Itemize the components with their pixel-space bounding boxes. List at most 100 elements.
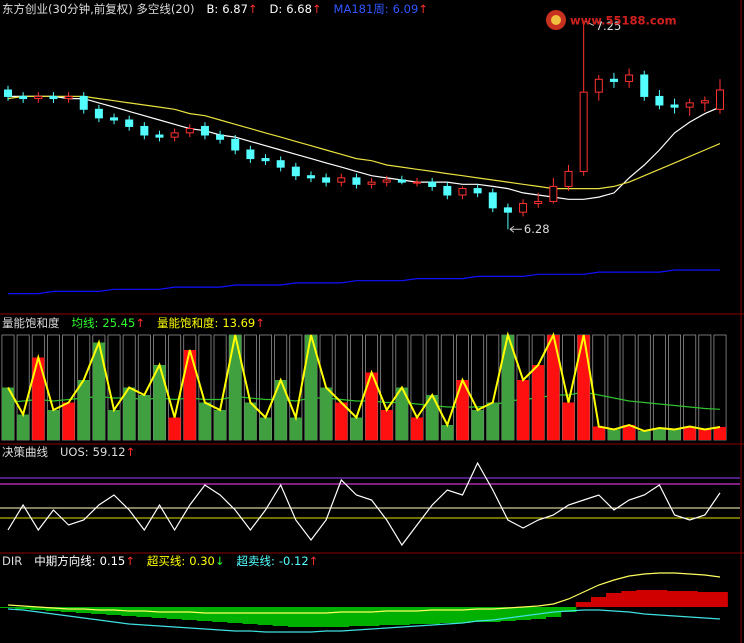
bar [590,597,607,607]
bar [606,593,622,607]
bar [92,342,105,440]
line [8,269,720,295]
candle-body [276,160,285,168]
bar [696,592,713,607]
legend-arrow: ↑ [255,316,265,330]
legend-arrow: ↑ [135,316,145,330]
line [7,95,721,190]
bar [123,387,136,440]
panel-header: 量能饱和度 均线: 25.45↑ 量能饱和度: 13.69↑ [2,316,265,330]
bar [17,414,30,440]
bar [214,410,227,440]
legend-label: MA181周: [334,2,389,16]
panel-title: 决策曲线 [2,445,48,459]
bar [439,607,456,623]
line [7,608,721,633]
candle-body [458,188,467,196]
bar [272,607,289,626]
bar [410,417,424,440]
bar [62,402,75,440]
bar [183,350,196,440]
bar [242,607,259,624]
line [7,572,721,614]
bar [348,607,365,626]
bar [181,607,198,620]
bar [227,607,244,623]
bar [244,402,257,440]
panel-title: 量能饱和度 [2,316,60,330]
bar [1,387,15,440]
candle-body [352,177,361,185]
bar [259,417,272,440]
bar [198,402,212,440]
candle-body [4,89,12,97]
bar [575,602,592,607]
bar [515,607,531,620]
bar [320,387,333,440]
bar [153,365,166,440]
candle-body [488,192,497,209]
bar [698,429,711,440]
bar [469,607,486,622]
bar [426,395,439,440]
bar [471,410,484,440]
legend-arrow: ↑ [125,554,135,568]
watermark: www.55188.com [570,14,677,28]
candle-body [443,185,452,196]
legend-arrow: ↑ [418,2,428,16]
bar [75,607,92,613]
bar [289,417,302,440]
bar [335,402,348,440]
bar [653,428,666,440]
legend-value: 6.09 [393,2,419,16]
legend-value: 0.15 [100,554,126,568]
candle-body [413,181,422,184]
bar [365,372,378,440]
panel-header: 东方创业(30分钟,前复权) 多空线(20) B: 6.87↑ D: 6.68↑ MA18… [2,2,428,16]
candle-body [79,95,88,110]
legend-value: 13.69 [222,316,255,330]
bar [712,592,728,607]
candle-body [291,166,300,177]
legend-value: 59.12 [93,445,126,459]
annotation-leader [585,20,594,26]
bar [106,607,122,615]
candle-body [670,104,679,108]
bar [77,380,90,440]
candle-body [231,138,240,151]
candle-body [549,185,558,202]
candle-body [140,125,149,136]
bar [166,607,183,619]
bar [15,607,32,609]
candle-body [64,95,73,100]
candle-body [716,89,724,110]
bar [668,429,681,440]
candle-body [110,117,119,121]
candle-body [49,95,58,100]
legend-value: 0.30 [189,554,215,568]
annotation-arrow [509,225,522,233]
line [8,95,721,200]
legend-label: 超买线: [147,554,185,568]
bar [136,607,153,617]
bar [532,365,545,440]
panel-header: 决策曲线 UOS: 59.12↑ [2,445,135,459]
candle-body [625,74,634,82]
candle-body [397,179,406,183]
bar [363,607,380,626]
bar [501,335,514,440]
bar [562,402,575,440]
bar [607,429,621,440]
candle-body [185,128,194,134]
candle-body [503,207,512,213]
candle-body [519,203,528,213]
bar [577,335,590,440]
bar [168,417,181,440]
bar [713,426,727,440]
legend-arrow: ↑ [309,554,319,568]
bar [409,607,425,624]
annotation: 6.28 [524,222,550,236]
legend-arrow: ↓ [215,554,225,568]
candle-body [428,181,437,187]
